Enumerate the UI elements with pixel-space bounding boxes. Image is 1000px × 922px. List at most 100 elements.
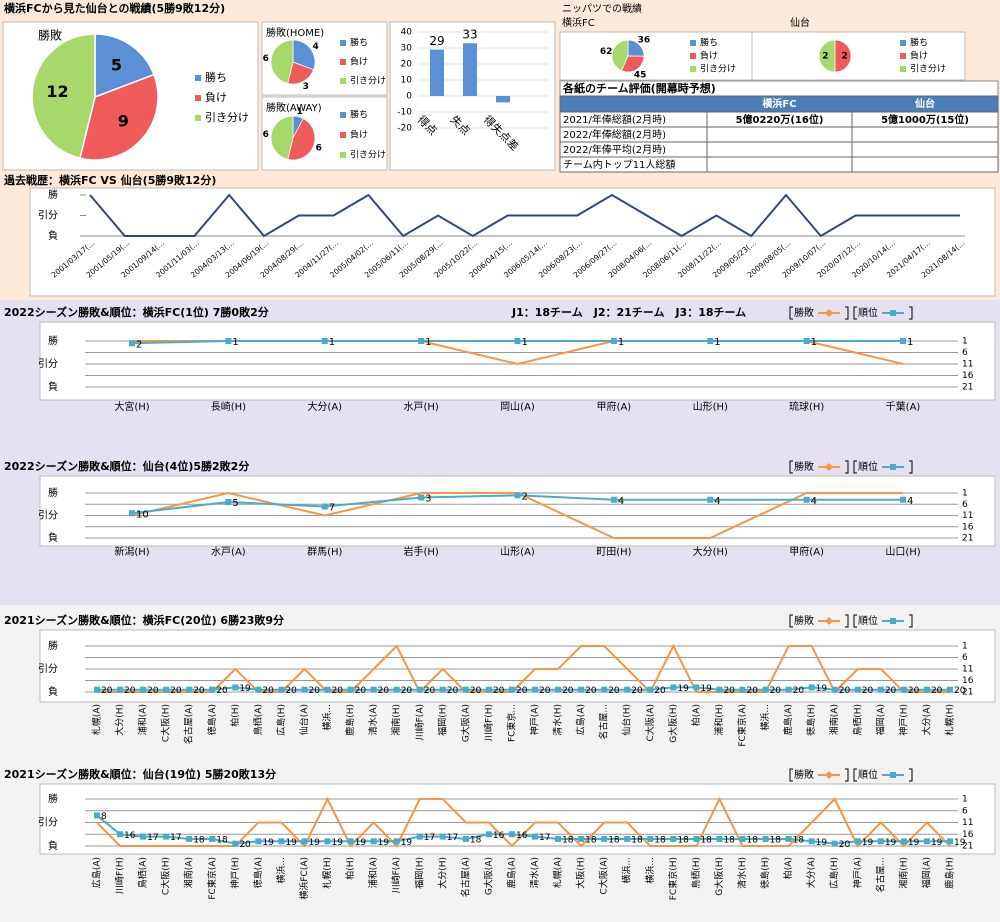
pie-slice (621, 55, 645, 73)
rank-marker (693, 684, 700, 691)
rank-label: 20 (931, 686, 943, 696)
rank-marker (610, 496, 617, 503)
legend-marker (825, 463, 833, 471)
rank-label: 20 (862, 686, 874, 696)
rank-marker (803, 496, 810, 503)
x-tick-label: FC東京... (505, 704, 517, 742)
rank-marker (900, 338, 906, 344)
rank-label: 20 (193, 686, 205, 696)
x-tick-label: 山形(H) (693, 401, 728, 413)
x-tick-label: 大分(H) (693, 545, 728, 558)
x-tick-label: 甲府(A) (597, 400, 632, 413)
x-tick-label: 清水(H) (552, 704, 564, 736)
x-tick-label: 新潟(H) (114, 545, 149, 558)
legend-swatch (900, 40, 906, 46)
rank-marker (321, 503, 328, 510)
y2-tick-label: 1 (962, 489, 968, 499)
rank-marker (693, 835, 700, 842)
rank-marker (117, 686, 124, 693)
x-tick-label: 山形(A) (500, 546, 535, 558)
pie-title: 横浜FC (562, 16, 595, 29)
legend-label: 勝敗 (794, 614, 814, 627)
x-tick-label: 大分(H) (436, 857, 448, 889)
rank-label: 19 (885, 838, 897, 848)
x-tick-label: 徳島(H) (805, 704, 817, 736)
pie-title: 仙台 (790, 16, 810, 29)
rank-marker (94, 812, 100, 819)
legend-label: 引き分け (205, 110, 249, 124)
rank-label: 19 (816, 838, 828, 848)
x-tick-label: 広島(H) (828, 857, 840, 889)
rank-label: 20 (562, 686, 574, 696)
rank-marker (716, 835, 723, 842)
legend-bracket (789, 614, 793, 628)
y-tick-label: 0 (406, 92, 412, 102)
x-tick-label: 福岡(H) (413, 857, 425, 889)
rank-marker (578, 686, 585, 693)
rank-label: 17 (539, 833, 550, 843)
x-tick-label: 岩手(H) (403, 545, 438, 558)
y2-tick-label: 21 (962, 534, 973, 544)
legend-bracket (909, 768, 913, 782)
legend-label: 勝ち (700, 37, 718, 49)
rank-label: 20 (608, 686, 620, 696)
rank-marker (209, 686, 216, 693)
legend-bracket (789, 306, 793, 320)
table-row-label: 2022/年俸総額(2月時) (563, 128, 666, 141)
y-tick-label: 負 (48, 840, 58, 852)
rank-marker (670, 684, 677, 691)
rank-label: 17 (147, 833, 158, 843)
rank-label: 7 (329, 503, 335, 514)
legend-bracket (789, 768, 793, 782)
x-tick-label: 横浜FC(A) (298, 857, 310, 900)
rank-marker (624, 835, 631, 842)
rank-label: 1 (329, 337, 335, 348)
x-tick-label: 鳥栖(H) (690, 857, 702, 889)
legend-bracket (853, 768, 857, 782)
pie-slice (270, 115, 294, 160)
rank-marker (739, 686, 746, 693)
x-tick-label: 大阪(H) (575, 857, 587, 889)
x-tick-label: 大分(A) (307, 400, 342, 413)
y2-tick-label: 6 (962, 806, 968, 816)
rank-label: 18 (723, 835, 735, 845)
plot-area (39, 783, 996, 855)
rank-marker (485, 831, 492, 838)
y-tick-label: -10 (397, 108, 412, 118)
x-tick-label: 川崎F(A) (390, 857, 402, 893)
x-tick-label: 横浜... (759, 704, 771, 731)
legend-marker (890, 310, 896, 316)
rank-marker (555, 835, 562, 842)
pie-label: 45 (634, 70, 647, 80)
x-tick-label: 清水(H) (736, 857, 748, 889)
x-tick-label: 大分(A) (805, 857, 817, 888)
rank-label: 19 (239, 684, 251, 694)
legend-bracket (845, 306, 849, 320)
rank-label: 8 (101, 812, 107, 822)
x-tick-label: 札幌(A) (552, 857, 564, 888)
table-cell (706, 141, 853, 158)
legend-label: 勝ち (350, 109, 368, 121)
rank-marker (232, 684, 239, 691)
legend-label: 引き分け (350, 76, 386, 87)
pie-title: 勝敗(AWAY) (266, 101, 322, 114)
x-tick-label: C大阪(A) (644, 704, 656, 741)
x-tick-label: FC東京(A) (736, 704, 748, 747)
x-tick-label: 町田(H) (596, 547, 631, 558)
y-tick-label: 負 (48, 230, 58, 242)
rank-marker (831, 840, 838, 847)
rank-marker (854, 838, 861, 845)
chart-title: 2022シーズン勝敗&順位：仙台(4位)5勝2敗2分 (4, 459, 249, 473)
legend-label: 引き分け (350, 150, 386, 161)
pie-label: 1 (296, 107, 302, 117)
rank-label: 1 (714, 337, 720, 348)
series-line (96, 796, 951, 848)
x-tick-label: 広島(A) (91, 857, 103, 888)
rank-label: 19 (332, 838, 344, 848)
rank-label: 4 (714, 496, 720, 507)
rank-label: 3 (425, 494, 431, 505)
y-tick-label: 負 (48, 381, 58, 393)
rank-marker (854, 686, 861, 693)
rank-marker (278, 686, 285, 693)
